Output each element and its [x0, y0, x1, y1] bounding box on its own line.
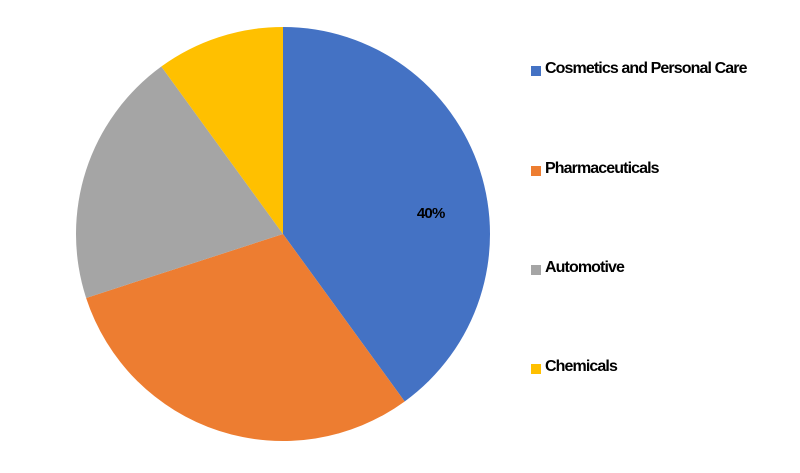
legend-item: Chemicals	[531, 358, 781, 378]
pie-slice	[86, 234, 405, 441]
legend-label: Pharmaceuticals	[545, 160, 660, 177]
legend-label: Chemicals	[545, 358, 618, 375]
legend-label: Cosmetics and Personal Care	[545, 60, 747, 77]
pie-slice	[283, 27, 490, 402]
legend-item: Automotive	[531, 259, 781, 279]
pie-slice	[161, 27, 283, 234]
legend-swatch	[531, 166, 541, 176]
data-label: 40%	[417, 205, 445, 222]
legend-label: Automotive	[545, 259, 625, 276]
legend-item: Cosmetics and Personal Care	[531, 60, 781, 80]
legend-swatch	[531, 66, 541, 76]
legend-swatch	[531, 364, 541, 374]
legend-swatch	[531, 265, 541, 275]
legend-item: Pharmaceuticals	[531, 160, 781, 180]
pie-slice	[76, 66, 283, 298]
